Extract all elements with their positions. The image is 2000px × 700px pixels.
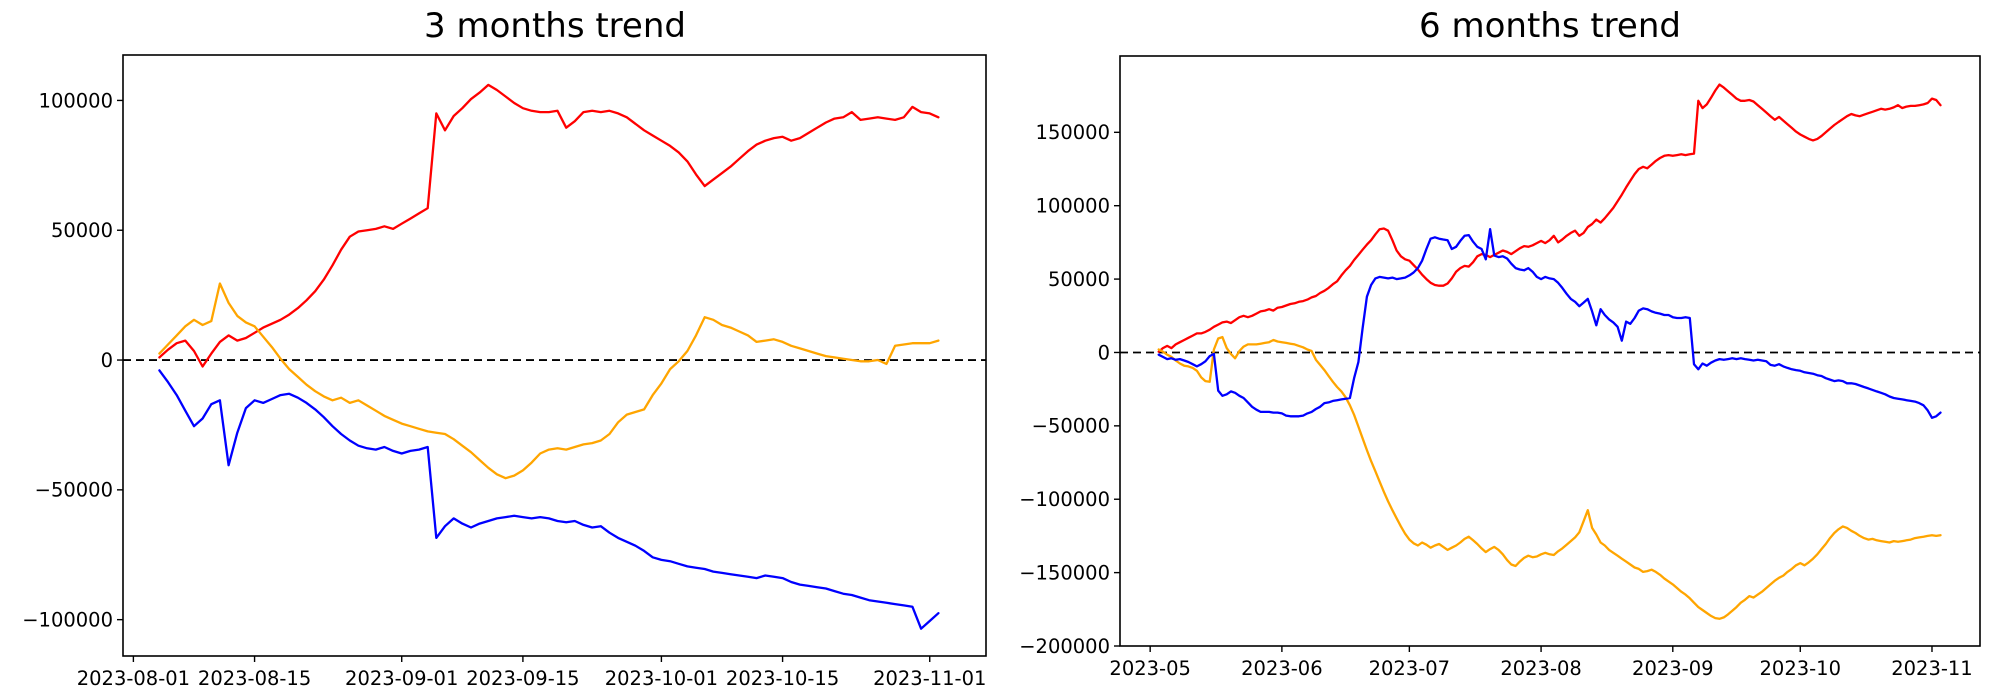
x-tick-label: 2023-05	[1109, 657, 1190, 680]
x-tick-label: 2023-09	[1632, 657, 1713, 680]
blue-series	[158, 369, 940, 630]
red-series	[158, 83, 940, 368]
y-tick-label: 50000	[1048, 268, 1110, 291]
three-months-plot: −100000 −50000 0 50000 100000 2023-08-01 2023-…	[22, 54, 987, 690]
y-tick-label: 150000	[1036, 121, 1110, 144]
x-tick-label: 2023-07	[1369, 657, 1450, 680]
y-tick-label: 100000	[1036, 195, 1110, 218]
six-months-plot: −200000 −150000 −100000 −50000 0 50000 100000 1…	[1019, 55, 1981, 680]
x-tick-label: 2023-06	[1241, 657, 1322, 680]
x-tick-label: 2023-08-15	[198, 667, 311, 690]
orange-series	[1157, 335, 1942, 620]
x-tick-label: 2023-09-01	[345, 667, 458, 690]
x-tick-label: 2023-08	[1500, 657, 1581, 680]
x-tick-label: 2023-11-01	[873, 667, 986, 690]
orange-series	[158, 282, 940, 480]
y-tick-label: 0	[1098, 341, 1110, 364]
x-tick-label: 2023-10	[1760, 657, 1841, 680]
y-tick-label: −150000	[1019, 561, 1110, 584]
x-tick-label: 2023-09-15	[466, 667, 579, 690]
y-tick-label: 0	[101, 349, 113, 372]
x-tick-label: 2023-08-01	[77, 667, 190, 690]
x-tick-label: 2023-10-15	[726, 667, 839, 690]
y-tick-label: 50000	[51, 219, 113, 242]
y-tick-label: −200000	[1019, 635, 1110, 658]
plot-area: −100000 −50000 0 50000 100000 2023-08-01 2023-…	[22, 54, 987, 690]
chart-6-months-trend: 6 months trend −200000 −150000 −100000 −500…	[1000, 0, 2000, 700]
y-tick-label: −100000	[1019, 488, 1110, 511]
blue-series	[1157, 228, 1942, 419]
y-tick-label: −50000	[1032, 415, 1110, 438]
y-tick-label: −50000	[35, 479, 113, 502]
chart-3-months-trend: 3 months trend −100000 −50000 0 50000 100000…	[22, 7, 987, 690]
y-tick-label: 100000	[39, 89, 113, 112]
y-tick-label: −100000	[22, 608, 113, 631]
plot-area: −200000 −150000 −100000 −50000 0 50000 100000 1…	[1019, 55, 1981, 680]
red-series	[1157, 83, 1942, 353]
x-tick-label: 2023-11	[1891, 657, 1972, 680]
axes-frame	[1119, 55, 1981, 647]
x-tick-label: 2023-10-01	[605, 667, 718, 690]
axes-frame	[122, 54, 987, 657]
